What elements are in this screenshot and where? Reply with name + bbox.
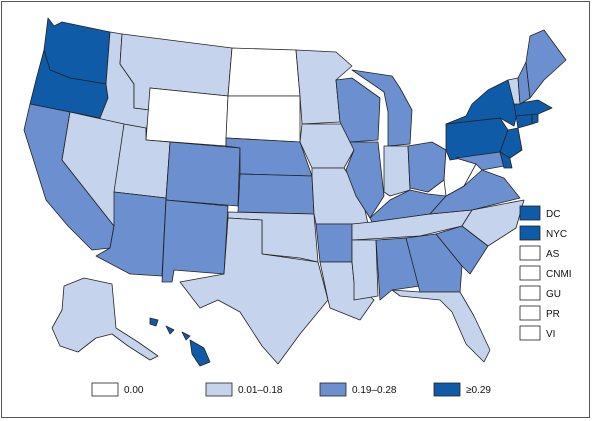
state-NY <box>445 79 519 127</box>
state-ND <box>227 47 301 97</box>
state-WI <box>335 77 381 143</box>
state-OH <box>407 141 447 193</box>
state-MD <box>455 151 505 171</box>
state-TX <box>179 217 329 365</box>
state-GA <box>405 233 463 293</box>
legend-label-2: 0.19–0.28 <box>352 385 397 396</box>
territory-label-gu: GU <box>546 289 561 300</box>
legend-label-3: ≥0.29 <box>466 385 491 396</box>
territory-swatch-cnmi <box>519 265 541 281</box>
legend: 0.00 0.01–0.18 0.19–0.28 ≥0.29 <box>91 382 491 397</box>
territory-swatch-pr <box>519 305 541 321</box>
legend-label-1: 0.01–0.18 <box>238 385 283 396</box>
legend-swatch-2 <box>319 382 347 397</box>
state-MI <box>351 69 413 147</box>
legend-label-0: 0.00 <box>124 385 144 396</box>
state-SC <box>435 225 489 275</box>
state-AL <box>375 237 421 301</box>
state-MA <box>513 99 553 117</box>
legend-swatch-1 <box>205 382 233 397</box>
territory-label-cnmi: CNMI <box>546 269 572 280</box>
state-ME <box>525 29 567 99</box>
state-MS <box>351 239 379 301</box>
territory-label-as: AS <box>546 249 560 260</box>
state-KS <box>237 173 315 215</box>
territory-swatch-dc <box>519 205 541 221</box>
legend-swatch-3 <box>433 382 461 397</box>
legend-swatch-0 <box>91 382 119 397</box>
state-RI <box>531 113 539 125</box>
territory-swatch-vi <box>519 325 541 341</box>
state-AR <box>315 223 353 263</box>
state-NJ <box>499 127 523 159</box>
territory-swatch-nyc <box>519 225 541 241</box>
territory-label-dc: DC <box>546 209 560 220</box>
state-IN <box>383 145 411 197</box>
state-HI <box>149 317 211 367</box>
state-CO <box>165 141 241 207</box>
territory-label-nyc: NYC <box>546 229 567 240</box>
territory-label-pr: PR <box>546 309 560 320</box>
territories-panel: DC NYC AS CNMI GU PR VI <box>519 205 572 341</box>
state-FL <box>391 289 491 363</box>
state-WY <box>145 87 229 147</box>
state-IL <box>345 141 385 219</box>
state-SD <box>225 95 301 143</box>
territory-label-vi: VI <box>546 329 555 340</box>
state-AK <box>51 277 159 361</box>
state-NM <box>161 199 229 283</box>
territory-swatch-as <box>519 245 541 261</box>
territory-swatch-gu <box>519 285 541 301</box>
